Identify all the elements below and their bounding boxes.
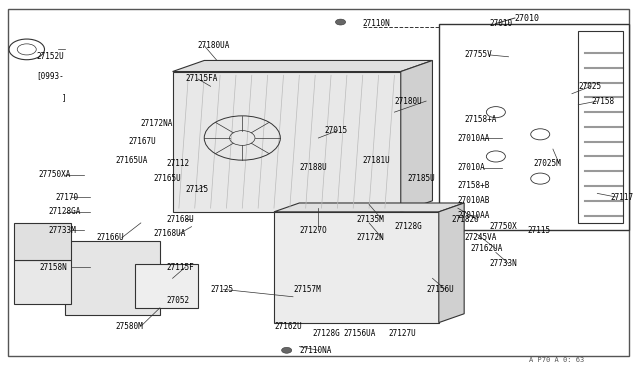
Text: 27127U: 27127U: [388, 329, 416, 338]
Polygon shape: [173, 71, 401, 212]
Text: 27580M: 27580M: [115, 322, 143, 331]
Text: 27125: 27125: [211, 285, 234, 294]
Polygon shape: [65, 241, 160, 315]
Text: ]: ]: [61, 93, 66, 102]
Text: 27180U: 27180U: [394, 97, 422, 106]
Text: 27245VA: 27245VA: [464, 233, 497, 242]
Text: 27015: 27015: [324, 126, 348, 135]
Bar: [14, 260, 71, 304]
Text: 27152U: 27152U: [36, 52, 64, 61]
Text: 27117: 27117: [610, 193, 633, 202]
Text: 27156U: 27156U: [426, 285, 454, 294]
Text: 27128G: 27128G: [312, 329, 340, 338]
Text: 27157M: 27157M: [293, 285, 321, 294]
Text: 27165UA: 27165UA: [115, 155, 148, 165]
Text: 27158N: 27158N: [40, 263, 67, 272]
Polygon shape: [439, 203, 464, 323]
Text: 27181U: 27181U: [363, 155, 390, 165]
Text: 27110N: 27110N: [363, 19, 390, 28]
Text: 27170: 27170: [55, 193, 78, 202]
Text: 27168U: 27168U: [166, 215, 194, 224]
Text: 27166U: 27166U: [97, 233, 124, 242]
Text: 27185U: 27185U: [407, 174, 435, 183]
Text: 27167U: 27167U: [128, 137, 156, 146]
Text: 27158+B: 27158+B: [458, 182, 490, 190]
Bar: [134, 263, 198, 308]
Text: 27115: 27115: [527, 226, 550, 235]
Text: 27025M: 27025M: [534, 159, 562, 169]
Text: A P70 A 0: 63: A P70 A 0: 63: [529, 357, 584, 363]
Text: 27750X: 27750X: [490, 222, 517, 231]
Text: 27158+A: 27158+A: [464, 115, 497, 124]
Text: 27158: 27158: [591, 97, 614, 106]
Text: 27010: 27010: [490, 19, 513, 28]
Text: 27115: 27115: [185, 185, 209, 194]
Text: 27168UA: 27168UA: [154, 230, 186, 238]
Text: 27172N: 27172N: [356, 233, 384, 242]
Text: 27127O: 27127O: [300, 226, 327, 235]
Text: 27733M: 27733M: [49, 226, 77, 235]
Text: 27010AA: 27010AA: [458, 134, 490, 142]
Text: 27188U: 27188U: [300, 163, 327, 172]
Text: 27172NA: 27172NA: [141, 119, 173, 128]
Text: 27110NA: 27110NA: [300, 346, 332, 355]
Text: 27128G: 27128G: [394, 222, 422, 231]
Bar: [14, 223, 71, 260]
Circle shape: [335, 19, 346, 25]
Bar: [579, 31, 623, 223]
Text: 27128GA: 27128GA: [49, 207, 81, 217]
Text: [0993-: [0993-: [36, 71, 64, 80]
Text: 27162UA: 27162UA: [470, 244, 503, 253]
Text: 27010A: 27010A: [458, 163, 486, 172]
Polygon shape: [401, 61, 433, 212]
Text: 27025: 27025: [579, 82, 602, 91]
Text: 27052: 27052: [166, 296, 189, 305]
Text: 27755V: 27755V: [464, 51, 492, 60]
Circle shape: [282, 347, 292, 353]
Text: 27112: 27112: [166, 159, 189, 169]
Text: 27733N: 27733N: [490, 259, 517, 268]
Text: 27180UA: 27180UA: [198, 41, 230, 50]
Text: 27115F: 27115F: [166, 263, 194, 272]
Text: 27135M: 27135M: [356, 215, 384, 224]
Text: 27156UA: 27156UA: [344, 329, 376, 338]
Text: 27750XA: 27750XA: [38, 170, 70, 179]
Text: 27010AA: 27010AA: [458, 211, 490, 220]
Text: 27162U: 27162U: [274, 322, 301, 331]
Bar: [439, 23, 629, 230]
Polygon shape: [274, 203, 464, 212]
Polygon shape: [173, 61, 433, 71]
Text: 27010AB: 27010AB: [458, 196, 490, 205]
Text: 27182U: 27182U: [451, 215, 479, 224]
Text: 27165U: 27165U: [154, 174, 181, 183]
Text: 27010: 27010: [515, 13, 540, 22]
Text: 27115FA: 27115FA: [185, 74, 218, 83]
Polygon shape: [274, 212, 439, 323]
